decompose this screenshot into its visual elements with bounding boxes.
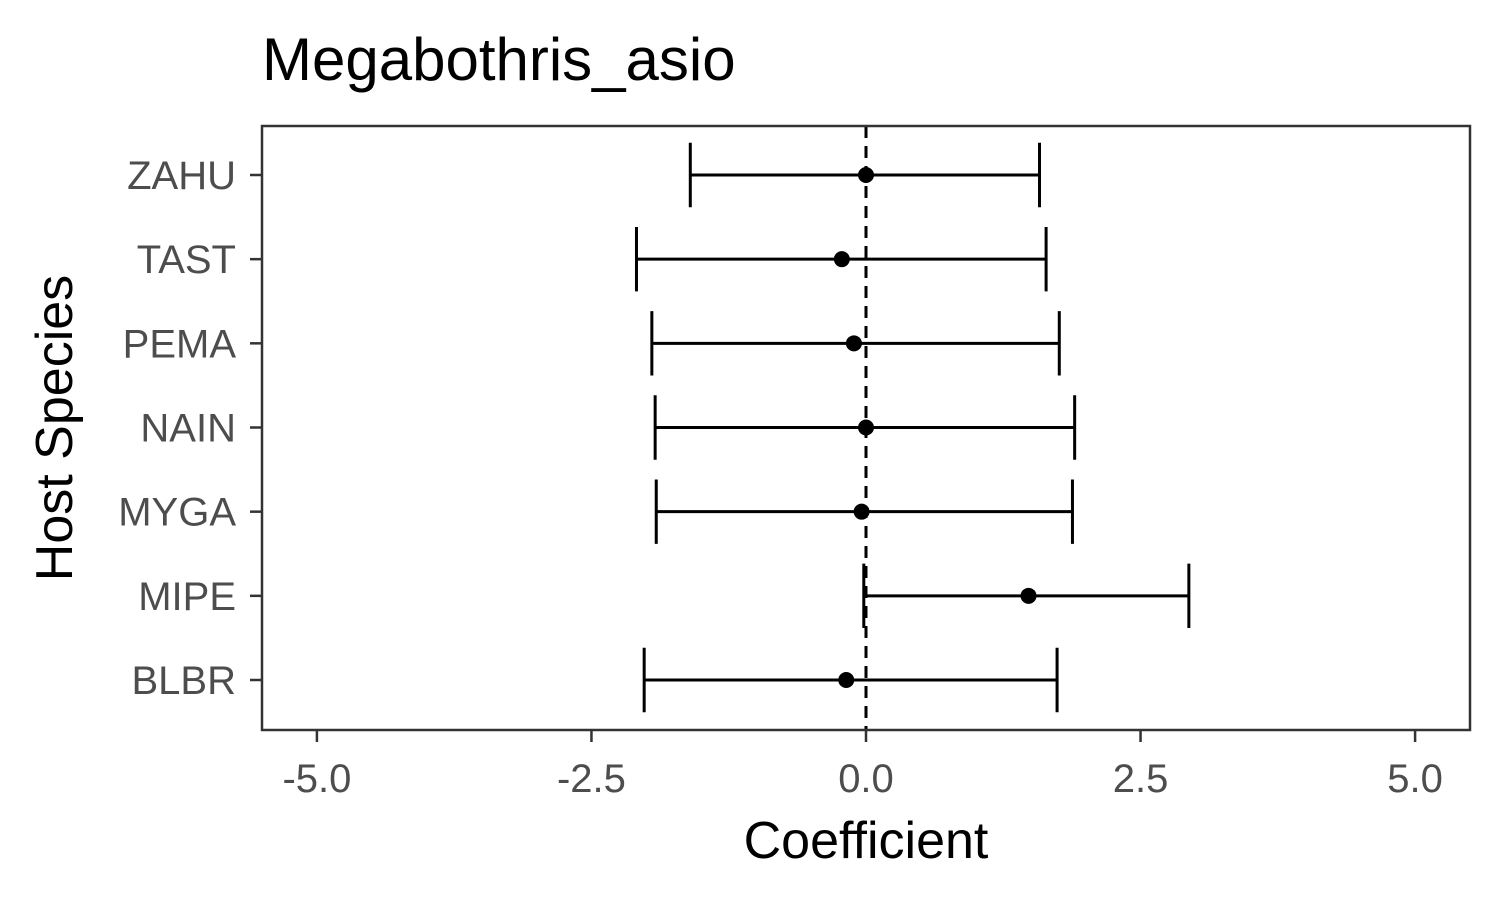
point-blbr xyxy=(838,672,855,688)
y-tick-label: TAST xyxy=(137,238,236,282)
point-zahu xyxy=(858,167,874,183)
x-tick-label: -2.5 xyxy=(557,757,626,801)
x-tick-label: 2.5 xyxy=(1113,757,1169,801)
point-nain xyxy=(858,419,874,436)
x-tick-label: -5.0 xyxy=(282,757,351,801)
y-tick-label: BLBR xyxy=(132,659,237,703)
point-tast xyxy=(833,251,850,268)
point-mipe xyxy=(1020,587,1037,604)
x-tick-label: 5.0 xyxy=(1387,757,1443,801)
y-axis-label: Host Species xyxy=(26,275,84,581)
y-tick-label: NAIN xyxy=(140,407,236,451)
point-myga xyxy=(853,503,870,520)
y-tick-label: MIPE xyxy=(138,575,236,619)
y-tick-label: MYGA xyxy=(118,491,236,535)
y-tick-label: PEMA xyxy=(123,322,237,366)
chart-title: Megabothris_asio xyxy=(262,26,736,93)
y-tick-label: ZAHU xyxy=(127,154,236,198)
plot-area xyxy=(634,126,1191,730)
x-tick-label: 0.0 xyxy=(838,757,894,801)
x-axis-label: Coefficient xyxy=(744,812,989,870)
point-pema xyxy=(845,335,862,352)
